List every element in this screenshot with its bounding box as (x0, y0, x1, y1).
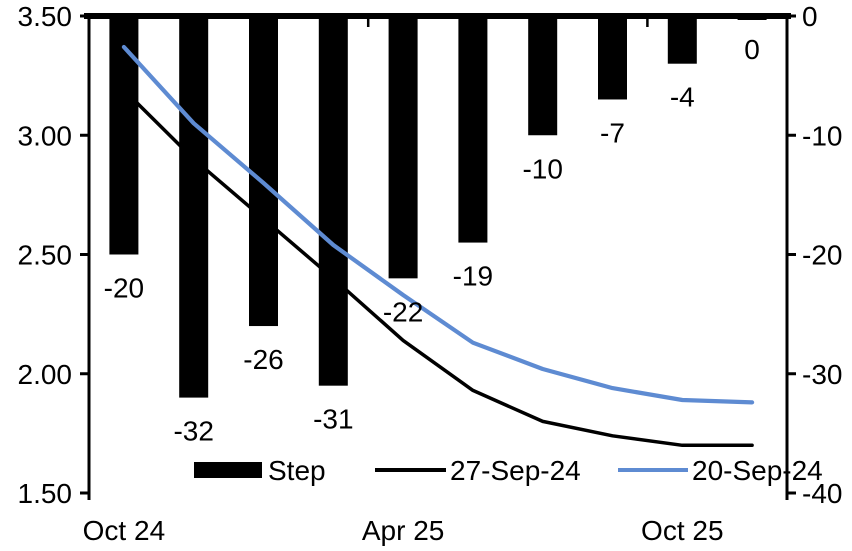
step-bar (249, 16, 278, 327)
bar-value-label: -7 (600, 117, 625, 148)
right-axis-tick-label: -10 (802, 120, 842, 151)
x-axis-labels-group: Oct 24 Apr 25 Oct 25 (83, 515, 724, 546)
legend-label: Step (268, 455, 326, 486)
step-bars-group (109, 16, 767, 398)
left-axis-tick-label: 1.50 (18, 478, 73, 509)
step-bar (458, 16, 488, 243)
legend-swatch-bar (194, 462, 262, 478)
legend-label: 27-Sep-24 (450, 455, 581, 486)
bar-value-label: -32 (173, 416, 213, 447)
step-bar (528, 16, 558, 136)
bar-value-label: -19 (453, 261, 493, 292)
x-axis-label: Oct 25 (641, 515, 723, 546)
left-axis-tick-label: 2.50 (18, 240, 73, 271)
right-axis-tick-label: -30 (802, 359, 842, 390)
right-axis-tick-label: -20 (802, 240, 842, 271)
x-axis-label: Oct 24 (83, 515, 165, 546)
left-axis-tick-label: 2.00 (18, 359, 73, 390)
step-bar (179, 16, 209, 398)
left-axis-tick-label: 3.00 (18, 120, 73, 151)
bar-value-label: -20 (104, 273, 144, 304)
axes-group (80, 13, 796, 500)
right-axis-tick-label: 0 (802, 1, 818, 32)
tick-labels-group: 3.503.002.502.001.500-10-20-30-40 (18, 1, 843, 509)
bar-value-label: 0 (744, 34, 760, 65)
bar-labels-group: -20 -32 -26 -31 -22 -19 -10 -7 -4 0 (104, 34, 760, 447)
legend-label: 20-Sep-24 (692, 455, 823, 486)
bar-value-label: -10 (522, 153, 562, 184)
step-bar (318, 16, 348, 386)
step-bar (598, 16, 627, 100)
x-axis-label: Apr 25 (362, 515, 445, 546)
bar-value-label: -31 (313, 404, 353, 435)
step-bar (388, 16, 418, 279)
step-bar (667, 16, 697, 64)
right-axis-tick-label: -40 (802, 478, 842, 509)
bar-value-label: -4 (670, 82, 695, 113)
step-bar (109, 16, 139, 255)
bar-value-label: -22 (383, 296, 423, 327)
bar-value-label: -26 (243, 344, 283, 375)
legend-group: Step 27-Sep-24 20-Sep-24 (194, 455, 823, 486)
left-axis-tick-label: 3.50 (18, 1, 73, 32)
line-27-sep-24 (122, 88, 754, 448)
line-20-sep-24 (121, 44, 755, 405)
line-series-group (121, 44, 755, 448)
